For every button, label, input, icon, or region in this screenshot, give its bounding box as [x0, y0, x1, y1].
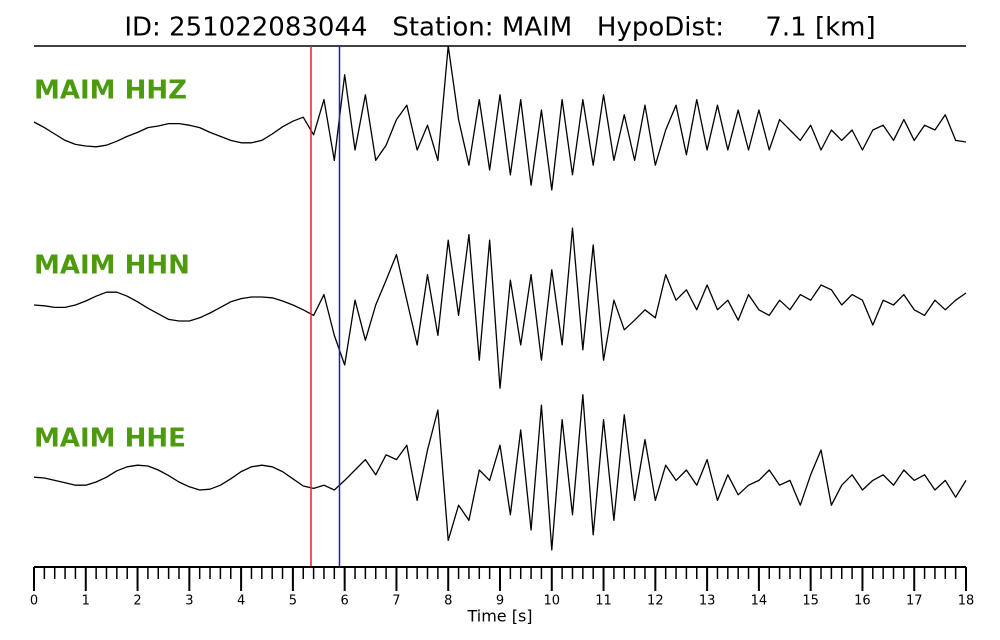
- x-tick-label: 9: [496, 594, 504, 609]
- trace-label: MAIM HHE: [34, 424, 186, 454]
- waveform: [33, 394, 967, 551]
- x-tick-label: 13: [699, 594, 716, 609]
- trace-label: MAIM HHN: [34, 251, 190, 281]
- x-tick-label: 8: [444, 594, 452, 609]
- waveform: [33, 227, 967, 389]
- x-tick-label: 1: [82, 594, 90, 609]
- chart-title: ID: 251022083044 Station: MAIM HypoDist:…: [124, 13, 875, 43]
- x-tick-label: 12: [647, 594, 664, 609]
- x-tick-label: 6: [341, 594, 349, 609]
- waveform: [33, 45, 967, 191]
- x-tick-label: 16: [854, 594, 871, 609]
- x-tick-label: 5: [289, 594, 297, 609]
- x-tick-label: 15: [802, 594, 819, 609]
- x-tick-label: 4: [237, 594, 245, 609]
- x-tick-label: 18: [958, 594, 975, 609]
- trace-label: MAIM HHZ: [34, 76, 187, 106]
- x-tick-label: 10: [544, 594, 561, 609]
- x-tick-label: 11: [595, 594, 612, 609]
- x-tick-label: 3: [185, 594, 193, 609]
- x-tick-label: 14: [751, 594, 768, 609]
- x-axis-label: Time [s]: [466, 607, 532, 626]
- x-tick-label: 0: [30, 594, 38, 609]
- x-tick-label: 2: [133, 594, 141, 609]
- x-tick-label: 17: [906, 594, 923, 609]
- x-tick-label: 7: [392, 594, 400, 609]
